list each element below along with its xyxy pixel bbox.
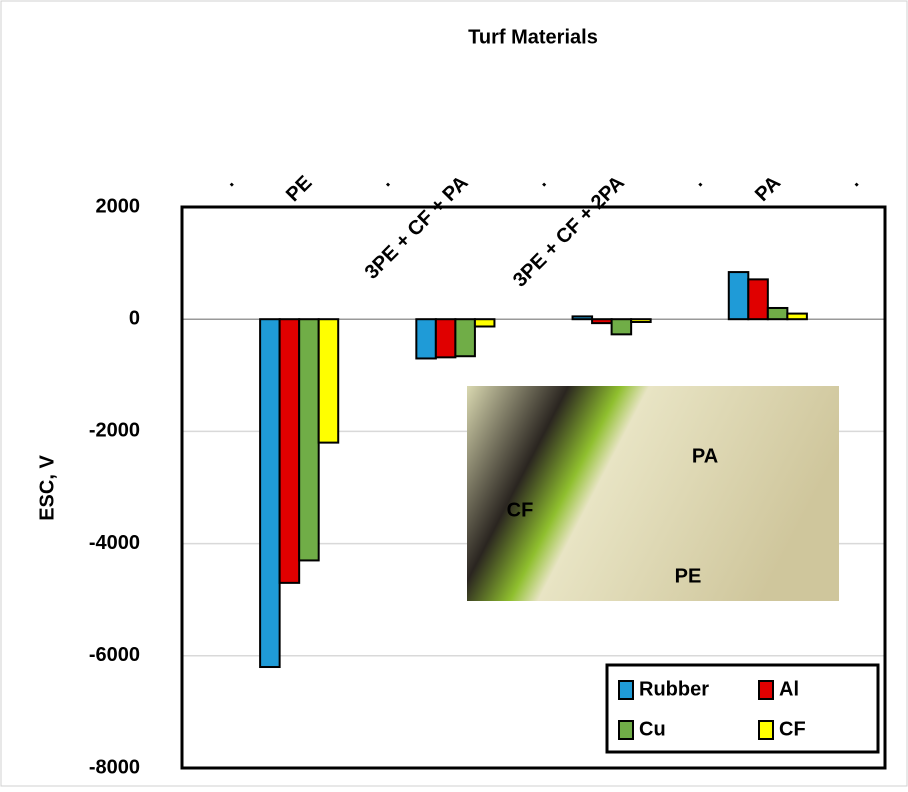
- bar: [299, 319, 319, 560]
- inset-label: CF: [507, 499, 534, 521]
- chart-title: Turf Materials: [468, 26, 598, 48]
- bar: [475, 319, 495, 326]
- bar: [280, 319, 300, 583]
- chart: Turf Materials ESC, V -8000 -6000 -4000 -20…: [0, 0, 908, 787]
- inset-label: PA: [692, 445, 718, 467]
- bar: [748, 279, 768, 319]
- y-tick-label: -2000: [89, 420, 140, 442]
- bar: [436, 319, 456, 357]
- legend-label: Rubber: [639, 678, 709, 700]
- bar: [768, 308, 788, 319]
- bar: [592, 319, 612, 323]
- y-tick-label: -4000: [89, 532, 140, 554]
- bar: [455, 319, 475, 356]
- bar: [787, 314, 807, 320]
- y-tick-label: -8000: [89, 756, 140, 778]
- legend-label: CF: [779, 718, 806, 740]
- bar: [319, 319, 339, 442]
- legend-label: Al: [779, 678, 799, 700]
- y-tick-label: 0: [129, 307, 140, 329]
- y-axis-title: ESC, V: [36, 455, 58, 521]
- bar: [612, 319, 632, 334]
- legend-label: Cu: [639, 718, 666, 740]
- legend: Rubber Al Cu CF: [607, 665, 878, 752]
- bar: [416, 319, 436, 358]
- y-tick-label: -6000: [89, 644, 140, 666]
- legend-swatch: [619, 681, 633, 699]
- photo: [467, 386, 839, 601]
- bar: [260, 319, 280, 667]
- legend-swatch: [619, 721, 633, 739]
- inset-photo: CF PA PE: [467, 386, 839, 601]
- inset-label: PE: [675, 565, 702, 587]
- bar: [729, 272, 749, 319]
- bar: [573, 316, 593, 319]
- legend-swatch: [759, 681, 773, 699]
- bar: [631, 319, 651, 322]
- y-tick-label: 2000: [96, 195, 141, 217]
- legend-swatch: [759, 721, 773, 739]
